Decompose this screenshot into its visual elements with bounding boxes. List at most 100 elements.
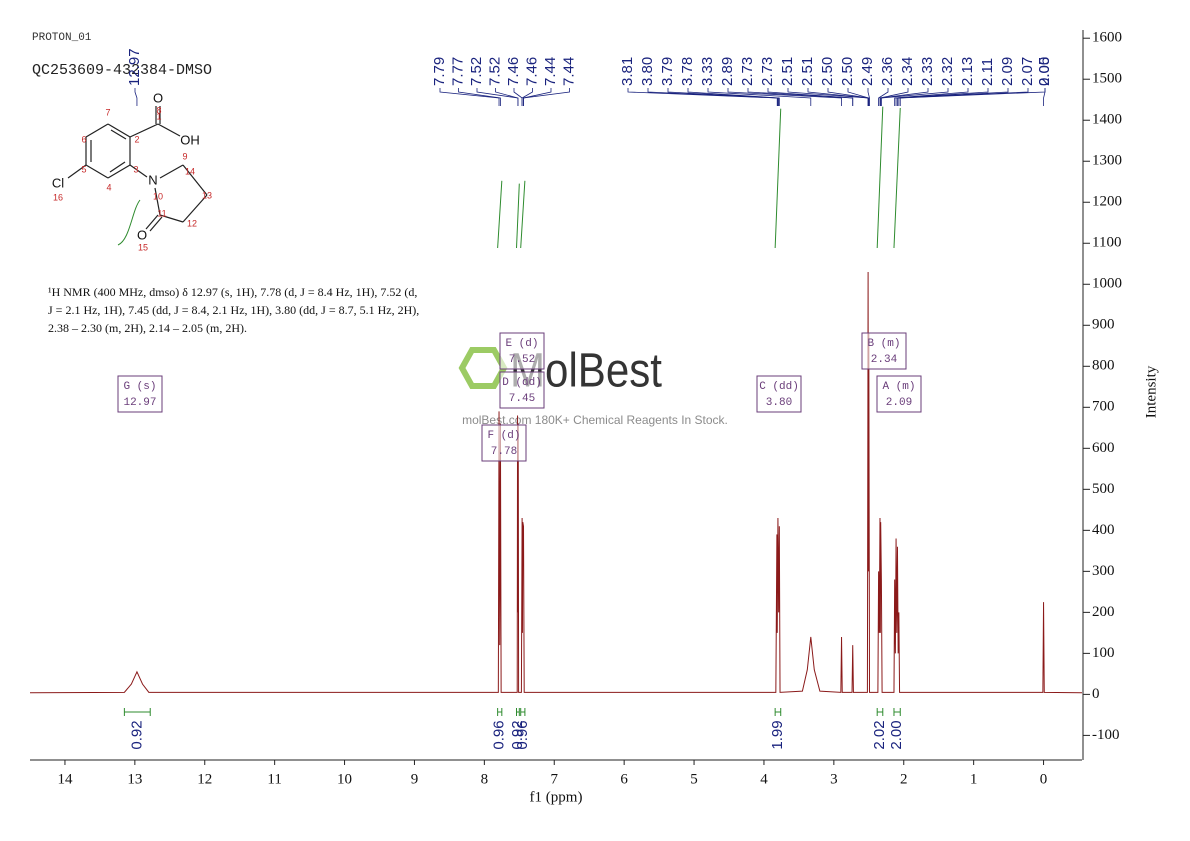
peak-label: 2.32	[939, 57, 956, 86]
multiplet-box	[117, 375, 163, 413]
peak-connector	[458, 88, 501, 106]
integral-label: 2.02	[871, 720, 888, 749]
peak-label: 2.51	[799, 57, 816, 86]
peak-connector	[880, 88, 929, 106]
sample-name: QC253609-432384-DMSO	[32, 62, 212, 79]
multiplet-label: B (m)	[867, 338, 900, 350]
peak-connector	[523, 88, 552, 106]
atom-label: Cl	[52, 175, 64, 190]
multiplet-shift: 2.09	[886, 397, 912, 409]
experiment: PROTON_01	[32, 32, 92, 44]
x-tick-label: 10	[337, 771, 352, 787]
peak-connector	[627, 88, 778, 106]
atom-label: OH	[180, 132, 200, 147]
peak-label: 7.44	[560, 57, 577, 86]
peak-label: 3.81	[619, 57, 636, 86]
atom-number: 4	[106, 182, 111, 192]
y-tick-label: 700	[1092, 399, 1115, 415]
multiplet-shift: 7.52	[509, 354, 535, 366]
multiplet-label: D (dd)	[502, 377, 542, 389]
multiplet-label: F (d)	[487, 430, 520, 442]
x-tick-label: 2	[900, 771, 908, 787]
peak-label: 2.07	[1019, 57, 1036, 86]
watermark-tagline: molBest.com 180K+ Chemical Reagents In S…	[462, 413, 728, 427]
y-tick-label: 1100	[1092, 235, 1121, 251]
integral-curve	[774, 108, 782, 249]
peak-connector	[495, 88, 519, 106]
x-tick-label: 9	[411, 771, 419, 787]
peak-connector	[727, 88, 842, 106]
multiplet-label: C (dd)	[759, 381, 799, 393]
peak-label: 2.73	[739, 57, 756, 86]
integral-curve	[497, 180, 503, 249]
multiplet-shift: 3.80	[766, 397, 792, 409]
peak-connector	[687, 88, 780, 106]
peak-label: 0.00	[1036, 57, 1053, 86]
y-tick-label: 100	[1092, 645, 1115, 661]
peak-connector	[807, 88, 869, 106]
y-tick-label: 800	[1092, 358, 1115, 374]
multiplet-box	[756, 375, 802, 413]
x-tick-label: 0	[1040, 771, 1048, 787]
y-tick-label: 900	[1092, 317, 1115, 333]
x-axis-title: f1 (ppm)	[530, 789, 583, 805]
y-tick-label: 500	[1092, 481, 1115, 497]
atom-number: 5	[81, 164, 86, 174]
multiplet-shift: 2.34	[871, 354, 898, 366]
peak-label: 7.44	[542, 57, 559, 86]
peak-label: 2.89	[719, 57, 736, 86]
y-tick-label: 300	[1092, 563, 1115, 579]
atom-number: 1	[156, 111, 161, 121]
peak-label: 2.49	[859, 57, 876, 86]
peak-connector	[897, 88, 1009, 106]
peak-label: 7.77	[449, 57, 466, 86]
peak-label: 2.33	[919, 57, 936, 86]
y-tick-label: 1000	[1092, 276, 1122, 292]
atom-number: 6	[81, 134, 86, 144]
y-axis-title: Intensity	[1143, 365, 1159, 418]
peak-label: 2.13	[959, 57, 976, 86]
peak-label: 3.33	[699, 57, 716, 86]
atom-number: 3	[133, 164, 138, 174]
x-tick-label: 12	[197, 771, 212, 787]
y-tick-label: 1500	[1092, 71, 1122, 87]
peak-label: 7.52	[468, 57, 485, 86]
x-tick-label: 7	[551, 771, 559, 787]
multiplet-shift: 7.78	[491, 446, 517, 458]
peak-label: 2.09	[999, 57, 1016, 86]
x-tick-label: 5	[690, 771, 698, 787]
y-tick-label: 0	[1092, 686, 1100, 702]
atom-label: O	[153, 90, 163, 105]
peak-connector	[895, 88, 989, 106]
peak-label: 2.05	[1036, 57, 1053, 86]
peak-label: 2.51	[779, 57, 796, 86]
description: ¹H NMR (400 MHz, dmso) δ 12.97 (s, 1H), …	[48, 285, 420, 335]
spectrum	[29, 271, 1083, 694]
peak-connector	[476, 88, 519, 106]
peak-connector	[880, 88, 949, 106]
integral-curve	[516, 183, 520, 249]
x-tick-label: 13	[127, 771, 142, 787]
peak-connector	[867, 88, 870, 106]
multiplet-box	[876, 375, 922, 413]
peak-connector	[899, 88, 1046, 106]
atom-number: 13	[202, 190, 212, 200]
watermark-logo	[458, 347, 508, 389]
integral-label: 2.00	[888, 720, 905, 749]
y-tick-label: 400	[1092, 522, 1115, 538]
atom-number: 11	[157, 208, 166, 218]
atom-number: 12	[187, 218, 197, 228]
x-tick-label: 1	[970, 771, 978, 787]
y-tick-label: 200	[1092, 604, 1115, 620]
integral-label: 0.92	[509, 720, 526, 749]
atom-label: N	[148, 172, 157, 187]
peak-label: 3.79	[659, 57, 676, 86]
multiplet-box	[499, 371, 545, 409]
x-tick-label: 3	[830, 771, 838, 787]
atom-number: 9	[182, 151, 187, 161]
peak-connector	[523, 88, 570, 106]
integral-label: 0.96	[491, 720, 508, 749]
peak-label: 7.46	[523, 57, 540, 86]
x-tick-label: 4	[760, 771, 768, 787]
